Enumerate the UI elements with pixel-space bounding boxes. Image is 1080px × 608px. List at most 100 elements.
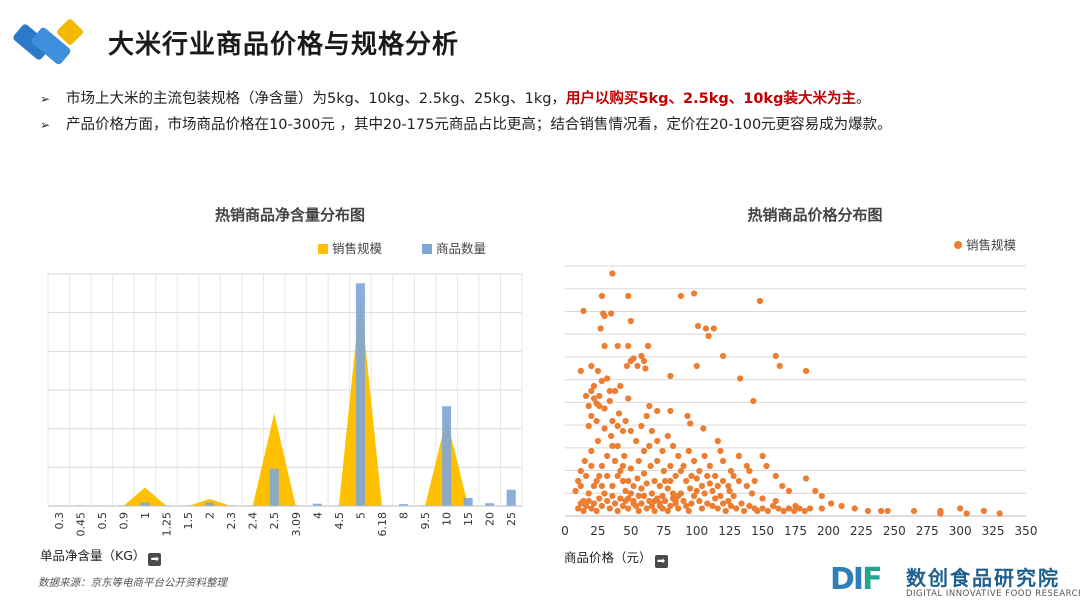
scatter-point — [572, 487, 579, 495]
scatter-point — [593, 507, 600, 515]
scatter-point — [585, 402, 592, 410]
scatter-point — [615, 410, 623, 417]
scatter-point — [741, 507, 748, 515]
scatter-point — [693, 487, 700, 495]
scatter-point — [659, 447, 666, 455]
scatter-point — [647, 462, 654, 470]
scatter-point — [659, 492, 666, 500]
scatter-point — [759, 452, 766, 460]
scatter-point — [654, 407, 661, 415]
scatter-point — [957, 505, 964, 512]
x-tick-label: 1.5 — [182, 512, 195, 530]
bullet-text: 产品价格方面，市场商品价格在10-300元 ，其中20-175元商品占比更高；结… — [66, 117, 892, 133]
scatter-point — [646, 442, 653, 450]
scatter-point — [690, 457, 698, 465]
scatter-point — [759, 505, 766, 512]
scatter-point — [635, 507, 642, 515]
x-tick-label: 275 — [916, 524, 939, 538]
scatter-point — [733, 505, 740, 512]
x-tick-label: 25 — [590, 524, 605, 538]
scatter-point — [693, 362, 700, 370]
scatter-point — [779, 482, 786, 490]
scatter-point — [669, 442, 677, 450]
bar-item-count — [463, 497, 473, 506]
weight-chart-title: 热销商品净含量分布图 — [214, 206, 365, 224]
scatter-point — [640, 492, 648, 500]
scatter-point — [656, 500, 663, 507]
scatter-point — [801, 507, 808, 515]
x-tick-label: 50 — [623, 524, 638, 538]
x-tick-label: 0.5 — [96, 512, 109, 530]
scatter-point — [614, 472, 621, 480]
scatter-point — [818, 492, 825, 500]
legend-label: 销售规模 — [966, 238, 1017, 253]
scatter-point — [609, 417, 616, 425]
scatter-point — [714, 437, 721, 445]
bullet-item: ➢ 市场上大米的主流包装规格（净含量）为5kg、10kg、2.5kg、25kg、1… — [40, 86, 1060, 112]
scatter-point — [775, 505, 782, 512]
bar-item-count — [205, 502, 215, 506]
scatter-point — [727, 467, 735, 475]
scatter-point — [675, 452, 682, 460]
scatter-point — [884, 507, 891, 515]
scatter-point — [714, 505, 721, 512]
scatter-point — [776, 362, 783, 370]
scatter-point — [677, 292, 685, 300]
page-title: 大米行业商品价格与规格分析 — [108, 30, 460, 60]
x-tick-label: 20 — [484, 512, 497, 526]
scatter-point — [802, 475, 810, 482]
scatter-point — [759, 495, 766, 502]
scatter-point — [601, 312, 608, 320]
scatter-point — [648, 502, 656, 510]
scatter-point — [705, 332, 712, 340]
scatter-point — [704, 472, 711, 480]
bullet-list: ➢ 市场上大米的主流包装规格（净含量）为5kg、10kg、2.5kg、25kg、1… — [40, 86, 1060, 138]
scatter-point — [614, 507, 621, 515]
scatter-point — [654, 457, 661, 465]
scatter-point — [746, 467, 753, 475]
scatter-point — [791, 507, 798, 515]
scatter-point — [669, 490, 677, 497]
scatter-point — [730, 472, 737, 480]
bar-item-count — [485, 503, 495, 506]
x-tick-label: 0 — [561, 524, 569, 538]
scatter-point — [634, 475, 641, 482]
scatter-point — [601, 342, 608, 350]
scatter-point — [582, 472, 590, 480]
scatter-point — [577, 467, 584, 475]
scatter-point — [680, 462, 687, 470]
scatter-point — [596, 472, 603, 480]
scatter-point — [750, 397, 757, 405]
x-tick-label: 5 — [354, 512, 367, 519]
scatter-point — [688, 500, 695, 507]
scatter-point — [627, 427, 634, 435]
scatter-point — [748, 490, 756, 497]
scatter-point — [698, 505, 706, 512]
scatter-point — [619, 477, 627, 485]
bar-item-count — [355, 283, 365, 506]
scatter-point — [609, 270, 616, 277]
scatter-point — [581, 457, 588, 465]
weight-distribution-chart: 0.3 0.45 0.5 0.9 1 1.25 1.5 2 2.3 2.4 2.5 3.09 4 4.5 5… — [47, 241, 523, 537]
scatter-point — [717, 492, 724, 500]
scatter-point — [601, 490, 608, 497]
scatter-point — [630, 497, 637, 505]
scatter-point — [625, 477, 632, 485]
x-tick-label: 6.18 — [376, 512, 389, 537]
scatter-point — [619, 427, 627, 435]
scatter-point — [910, 507, 918, 515]
scatter-point — [575, 477, 582, 485]
scatter-point — [687, 420, 694, 427]
scatter-point — [688, 472, 695, 480]
scatter-point — [667, 502, 674, 510]
scatter-point — [640, 447, 648, 455]
scatter-point — [635, 457, 642, 465]
scatter-point — [980, 507, 987, 515]
scatter-point — [709, 502, 716, 510]
scatter-point — [648, 427, 656, 435]
legend-label: 商品数量 — [436, 241, 486, 256]
scatter-point — [735, 477, 742, 485]
scatter-point — [796, 505, 803, 512]
scatter-point — [672, 497, 679, 505]
scatter-point — [604, 375, 611, 382]
